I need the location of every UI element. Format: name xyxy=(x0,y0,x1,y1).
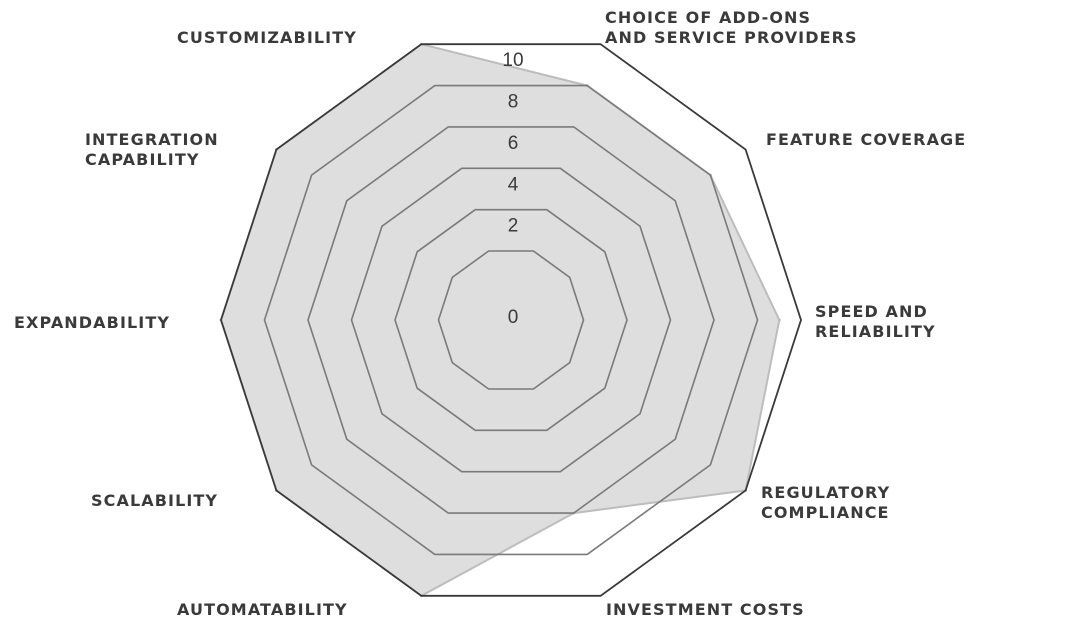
axis-label-line: RELIABILITY xyxy=(815,322,936,341)
axis-label-line: INTEGRATION xyxy=(85,130,219,149)
axis-label-line: INVESTMENT COSTS xyxy=(606,600,805,619)
tick-label: 8 xyxy=(508,92,519,113)
tick-label: 6 xyxy=(508,133,519,154)
outer-ring xyxy=(220,43,802,597)
grid-ring xyxy=(350,167,672,473)
axis-label-line: AUTOMATABILITY xyxy=(177,600,348,619)
tick-layer: 0 2 4 6 8 10 xyxy=(502,50,523,328)
axis-label-line: REGULATORY xyxy=(761,483,891,502)
tick-label: 4 xyxy=(508,174,519,195)
axis-label-line: EXPANDABILITY xyxy=(14,313,171,332)
grid-ring xyxy=(263,84,759,556)
axis-label: REGULATORY COMPLIANCE xyxy=(761,483,890,523)
axis-label-line: SPEED AND xyxy=(815,302,928,321)
axis-label: EXPANDABILITY xyxy=(14,313,170,333)
tick-label: 0 xyxy=(508,307,519,328)
axis-label: SPEED AND RELIABILITY xyxy=(815,302,936,342)
axis-label: SCALABILITY xyxy=(91,491,218,511)
tick-label: 2 xyxy=(508,216,519,237)
axis-label: INTEGRATION CAPABILITY xyxy=(85,130,219,170)
grid-ring xyxy=(394,208,628,432)
axis-label-line: CUSTOMIZABILITY xyxy=(177,28,357,47)
axis-label-line: AND SERVICE PROVIDERS xyxy=(605,28,858,47)
axis-label-line: CHOICE OF ADD-ONS xyxy=(605,8,812,27)
axis-label: FEATURE COVERAGE xyxy=(766,130,966,150)
tick-label: 10 xyxy=(502,50,523,71)
grid-ring xyxy=(307,126,715,514)
axis-label-line: SCALABILITY xyxy=(91,491,219,510)
axis-label: INVESTMENT COSTS xyxy=(606,600,805,620)
series-point xyxy=(777,318,781,322)
grid-layer xyxy=(220,43,802,597)
series-layer xyxy=(219,42,781,598)
axis-label-line: CAPABILITY xyxy=(85,150,200,169)
grid-ring xyxy=(437,250,585,390)
axis-label-line: FEATURE COVERAGE xyxy=(766,130,967,149)
axis-label-line: COMPLIANCE xyxy=(761,503,890,522)
axis-label: CHOICE OF ADD-ONS AND SERVICE PROVIDERS xyxy=(605,8,858,48)
axis-label: AUTOMATABILITY xyxy=(177,600,348,620)
axis-label: CUSTOMIZABILITY xyxy=(177,28,357,48)
